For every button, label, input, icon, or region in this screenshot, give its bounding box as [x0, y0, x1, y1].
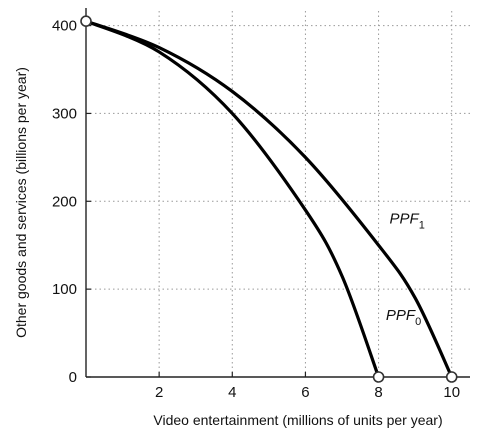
endpoint-marker: [80, 15, 92, 27]
y-tick-label: 400: [52, 18, 77, 35]
ppf0-label-main: PPF: [386, 307, 416, 324]
x-tick-label: 4: [228, 384, 236, 401]
x-tick-label: 2: [155, 384, 163, 401]
ppf1-curve: [84, 19, 454, 379]
y-axis-title: Other goods and services (billions per y…: [13, 67, 29, 338]
y-tick-label: 200: [52, 193, 77, 210]
x-tick-label: 8: [374, 384, 382, 401]
endpoints: [80, 15, 458, 383]
ppf0-curve: [84, 19, 381, 379]
endpoint-marker: [445, 371, 458, 383]
y-tick-label: 100: [52, 281, 77, 298]
ppf1-label-main: PPF: [390, 210, 420, 227]
curves: [84, 19, 454, 379]
grid: [86, 8, 470, 377]
y-tick-label: 300: [52, 105, 77, 122]
x-tick-label: 10: [443, 384, 460, 401]
ppf0-label-subscript: 0: [415, 316, 421, 328]
ppf1-label-subscript: 1: [419, 219, 425, 231]
x-tick-label: 6: [301, 384, 309, 401]
ppf1-label: PPF1: [390, 210, 425, 231]
endpoint-marker: [372, 371, 385, 383]
axes: [85, 8, 470, 378]
y-tick-label: 0: [69, 369, 77, 386]
ppf0-label: PPF0: [386, 307, 421, 328]
x-axis-title: Video entertainment (millions of units p…: [153, 412, 442, 428]
